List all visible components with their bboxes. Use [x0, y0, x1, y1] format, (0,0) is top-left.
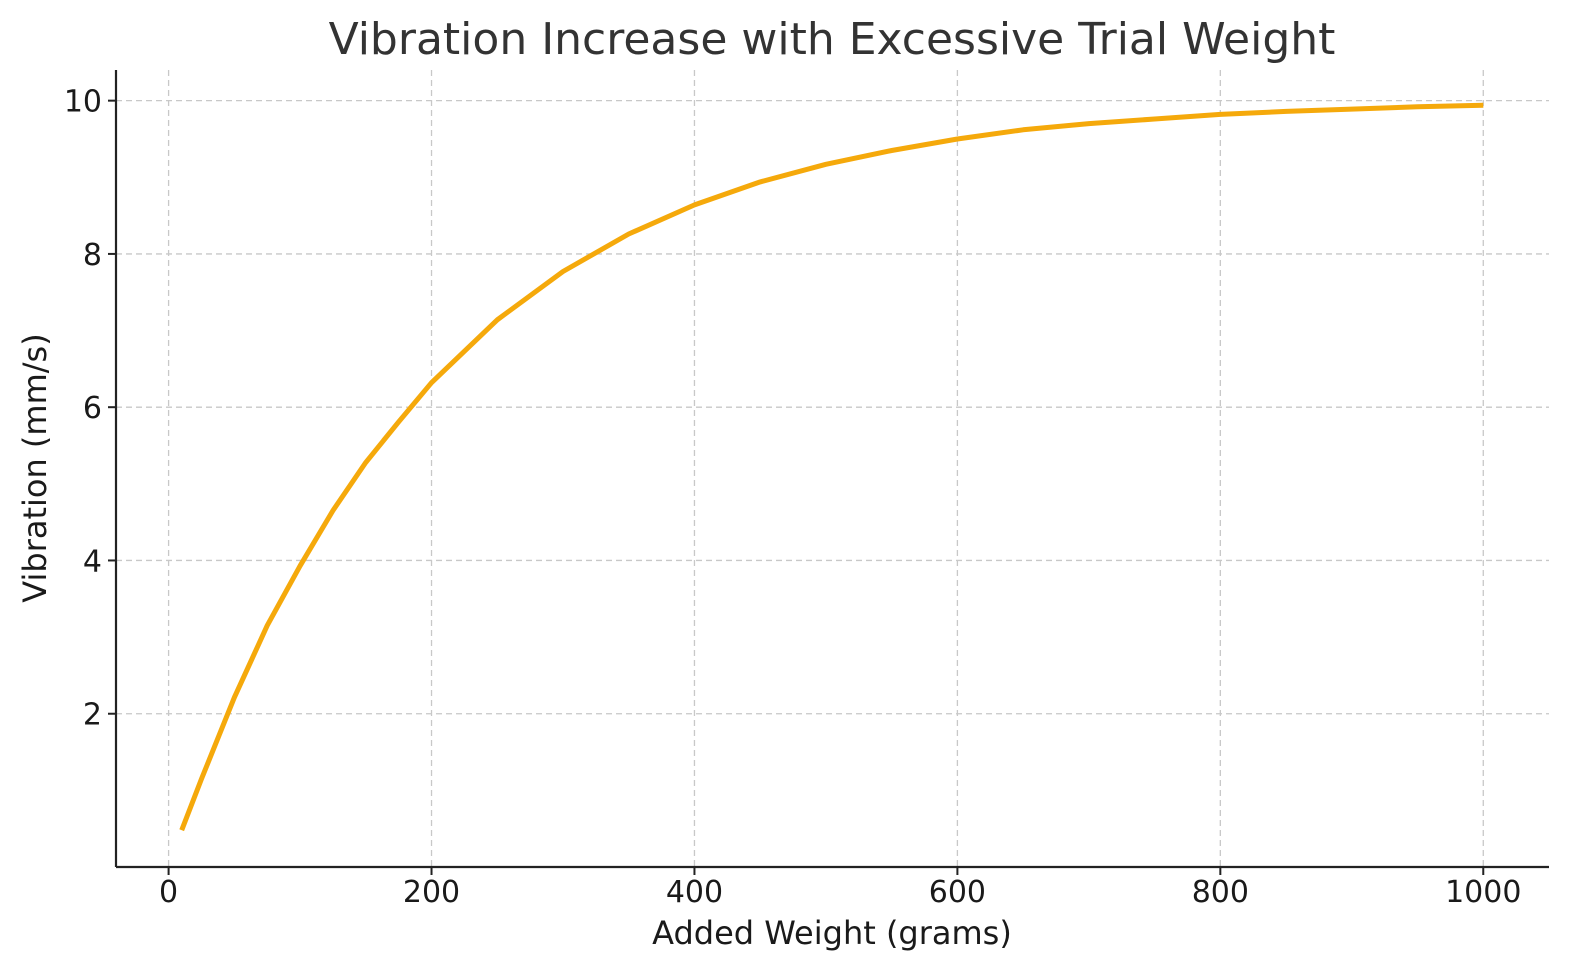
x-tick-label: 400 [666, 875, 723, 910]
x-tick-label: 200 [403, 875, 460, 910]
y-tick-label: 10 [64, 85, 102, 120]
y-tick-label: 6 [83, 391, 102, 426]
x-ticks: 0 200 400 600 800 1000 [159, 867, 1521, 910]
plot-area [179, 102, 1484, 832]
x-axis-label: Added Weight (grams) [652, 914, 1012, 952]
y-tick-label: 4 [83, 544, 102, 579]
series-line [179, 102, 1484, 832]
x-tick-label: 800 [1192, 875, 1249, 910]
x-tick-label: 0 [159, 875, 178, 910]
y-axis-label: Vibration (mm/s) [16, 333, 54, 602]
x-tick-label: 600 [929, 875, 986, 910]
axes [114, 70, 1549, 869]
grid [116, 70, 1549, 867]
x-tick-label: 1000 [1445, 875, 1521, 910]
y-tick-label: 8 [83, 238, 102, 273]
y-tick-label: 2 [83, 698, 102, 733]
y-ticks: 2 4 6 8 10 [64, 85, 116, 733]
chart-title: Vibration Increase with Excessive Trial … [329, 14, 1336, 65]
